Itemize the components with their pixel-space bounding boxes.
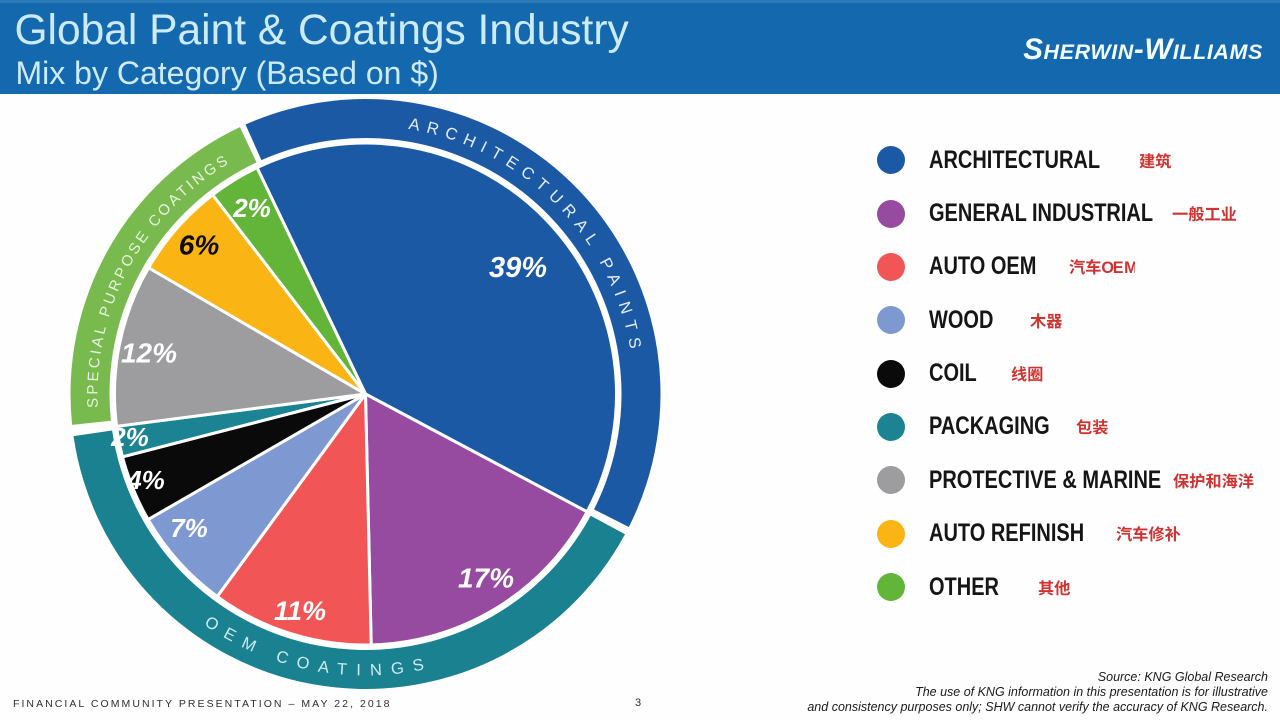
svg-text:6%: 6% xyxy=(179,230,220,261)
svg-text:12%: 12% xyxy=(121,338,177,369)
svg-text:39%: 39% xyxy=(489,252,547,284)
svg-text:2%: 2% xyxy=(232,193,271,223)
svg-text:E: E xyxy=(1113,259,1124,277)
svg-text:M: M xyxy=(1124,259,1135,277)
svg-text:2%: 2% xyxy=(110,422,149,452)
svg-text:4%: 4% xyxy=(126,465,165,495)
svg-text:17%: 17% xyxy=(458,563,514,594)
svg-text:11%: 11% xyxy=(274,596,326,626)
svg-text:7%: 7% xyxy=(170,513,208,543)
svg-text:O: O xyxy=(1101,259,1114,277)
